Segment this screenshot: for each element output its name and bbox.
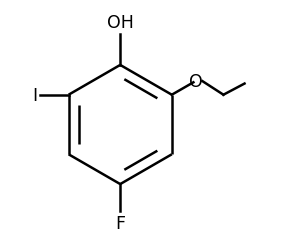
Text: I: I — [32, 86, 37, 104]
Text: O: O — [188, 73, 202, 91]
Text: F: F — [115, 214, 125, 232]
Text: OH: OH — [107, 14, 134, 32]
